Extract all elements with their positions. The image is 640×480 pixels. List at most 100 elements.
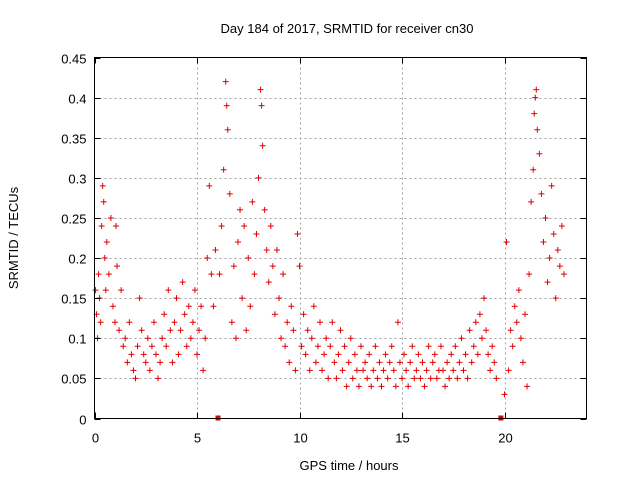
data-point — [437, 343, 444, 350]
data-point — [411, 375, 418, 382]
data-point — [493, 375, 500, 382]
data-point — [362, 359, 369, 366]
data-point — [489, 343, 496, 350]
data-point — [314, 343, 321, 350]
data-point — [374, 375, 381, 382]
data-point — [276, 295, 282, 302]
data-point — [546, 255, 553, 262]
data-point — [132, 375, 139, 382]
data-point — [343, 383, 350, 390]
data-point — [230, 263, 237, 270]
data-point — [390, 367, 397, 374]
data-point — [531, 110, 538, 117]
x-tick-label: 5 — [194, 431, 201, 446]
data-point — [223, 102, 230, 109]
data-point — [462, 351, 469, 358]
data-point — [323, 335, 330, 342]
data-point — [360, 367, 367, 374]
data-point — [237, 206, 244, 213]
data-point — [466, 327, 473, 334]
data-point — [114, 263, 121, 270]
data-point — [533, 86, 540, 93]
data-point — [530, 166, 537, 173]
data-point — [491, 359, 498, 366]
data-point — [187, 335, 194, 342]
data-point — [460, 367, 467, 374]
data-point — [558, 222, 565, 229]
y-tick-label: 0.4 — [68, 92, 86, 107]
data-point — [476, 311, 483, 318]
x-tick-labels: 0 5 10 15 20 — [92, 431, 513, 446]
data-point — [273, 247, 280, 254]
data-point — [321, 351, 328, 358]
data-point — [505, 367, 512, 374]
data-point — [509, 343, 516, 350]
data-point — [304, 327, 311, 334]
data-point — [284, 319, 291, 326]
data-point — [337, 327, 344, 334]
data-point — [153, 351, 159, 358]
chart-title: Day 184 of 2017, SRMTID for receiver cn3… — [221, 21, 474, 36]
data-point — [302, 351, 309, 358]
data-point — [105, 271, 112, 278]
data-point — [101, 255, 108, 262]
x-tick-label: 15 — [395, 431, 409, 446]
data-point — [102, 287, 109, 294]
data-point — [181, 311, 188, 318]
data-point — [364, 375, 371, 382]
data-point — [97, 319, 104, 326]
data-point — [538, 190, 545, 197]
data-point — [339, 367, 346, 374]
data-point — [128, 351, 135, 358]
data-point — [378, 383, 385, 390]
data-point — [243, 327, 250, 334]
data-point — [177, 327, 184, 334]
data-point — [394, 319, 401, 326]
data-point — [257, 86, 264, 93]
y-tick-label: 0.1 — [68, 332, 86, 347]
data-point — [478, 335, 485, 342]
data-point — [142, 359, 149, 366]
data-point — [144, 335, 151, 342]
data-point — [112, 319, 118, 326]
data-point — [98, 222, 105, 229]
data-point — [157, 359, 164, 366]
data-point — [220, 166, 227, 173]
data-point — [294, 230, 301, 237]
data-point — [286, 359, 293, 366]
data-point — [468, 359, 475, 366]
data-point — [134, 343, 141, 350]
data-point — [208, 271, 215, 278]
data-point — [232, 335, 239, 342]
data-point — [198, 303, 205, 310]
y-tick-label: 0.25 — [61, 212, 86, 227]
data-point — [464, 375, 471, 382]
data-point — [288, 303, 295, 310]
data-point — [183, 343, 190, 350]
data-point — [173, 295, 180, 302]
y-tick-label: 0.3 — [68, 172, 86, 187]
data-point — [554, 247, 561, 254]
data-point — [368, 383, 375, 390]
data-point — [107, 214, 114, 221]
x-tick-label: 10 — [293, 431, 307, 446]
data-point — [351, 351, 358, 358]
data-point — [526, 271, 533, 278]
plot-frame — [94, 57, 587, 419]
data-point — [458, 335, 465, 342]
data-point — [267, 222, 274, 229]
data-point — [548, 182, 555, 189]
data-point — [245, 255, 252, 262]
data-point — [116, 327, 123, 334]
data-point — [413, 367, 420, 374]
data-point — [507, 327, 514, 334]
data-point — [388, 343, 395, 350]
data-point — [222, 78, 229, 85]
data-point — [148, 343, 155, 350]
data-point — [224, 126, 231, 133]
data-point — [261, 206, 268, 213]
data-point — [440, 367, 446, 374]
data-point — [415, 351, 422, 358]
data-point — [292, 367, 299, 374]
data-point — [100, 198, 107, 205]
